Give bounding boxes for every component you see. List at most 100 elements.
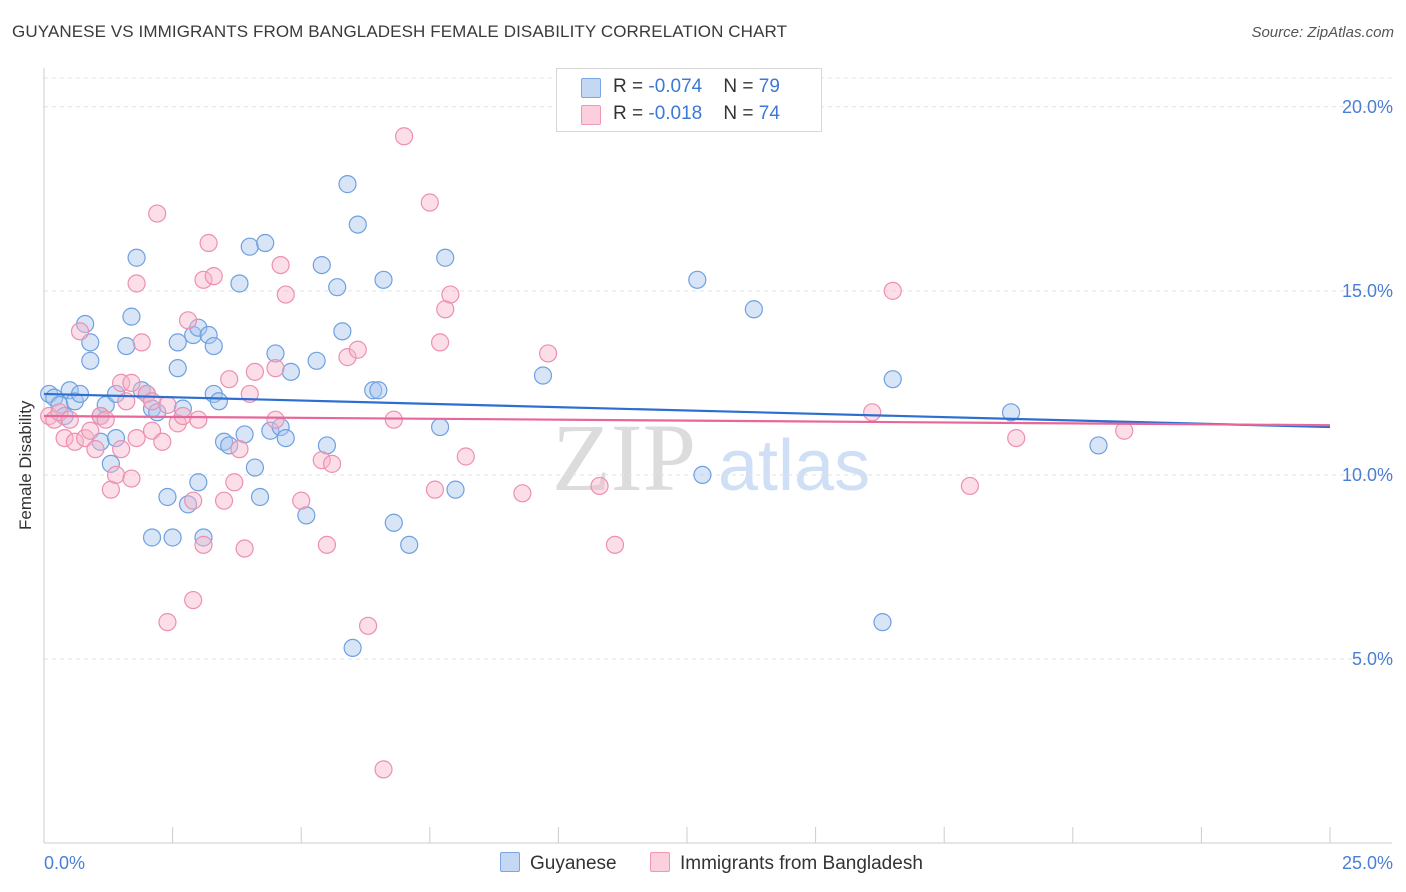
bangladesh-point — [863, 403, 882, 422]
guyanese-point — [281, 362, 301, 381]
bangladesh-point — [394, 127, 414, 146]
guyanese-point — [158, 487, 177, 507]
guyanese-point — [446, 480, 465, 499]
guyanese-point — [230, 274, 249, 293]
bangladesh-point — [374, 760, 393, 779]
bangladesh-point — [348, 340, 367, 359]
guyanese-point — [338, 175, 357, 194]
legend-r-label: R = — [613, 103, 649, 124]
bottom-legend-swatch-guyanese — [500, 852, 520, 872]
bangladesh-point — [358, 616, 378, 635]
guyanese-point — [168, 333, 187, 352]
legend-r-label: R = — [613, 76, 649, 97]
bangladesh-point — [220, 370, 239, 389]
bangladesh-point — [106, 465, 126, 485]
trend-lines — [43, 392, 1331, 429]
bangladesh-point — [605, 535, 625, 554]
guyanese-point — [276, 428, 295, 448]
guyanese-point — [1089, 436, 1108, 455]
watermark-zip: ZIP — [552, 404, 696, 511]
bangladesh-point — [513, 484, 532, 503]
guyanese-point — [256, 233, 275, 253]
guyanese-point — [384, 513, 403, 532]
bottom-legend-label-bangladesh: Immigrants from Bangladesh — [680, 853, 923, 874]
bangladesh-trend-line — [43, 414, 1331, 427]
y-tick-label: 5.0% — [1352, 649, 1393, 669]
bangladesh-point — [317, 535, 337, 554]
bangladesh-point — [338, 348, 357, 367]
bangladesh-point — [158, 395, 177, 415]
bangladesh-point — [184, 491, 203, 510]
bangladesh-point — [142, 392, 162, 411]
bangladesh-point — [194, 270, 213, 289]
bangladesh-point — [96, 410, 115, 429]
guyanese-point — [1001, 403, 1021, 422]
bangladesh-point — [1007, 428, 1026, 448]
guyanese-point — [693, 465, 712, 485]
bangladesh-point — [235, 539, 254, 558]
correlation-legend: R = -0.074 N = 79 R = -0.018 N = 74 — [556, 68, 822, 132]
chart-title: GUYANESE VS IMMIGRANTS FROM BANGLADESH F… — [12, 22, 788, 41]
bangladesh-point — [112, 373, 131, 392]
guyanese-point — [266, 344, 285, 363]
guyanese-point — [533, 366, 553, 385]
bangladesh-point — [86, 440, 105, 459]
guyanese-point — [209, 392, 228, 411]
bangladesh-point — [245, 362, 265, 381]
y-axis-label: Female Disability — [16, 400, 35, 530]
guyanese-point — [348, 215, 367, 234]
guyanese-point — [194, 528, 213, 547]
guyanese-point — [369, 381, 388, 400]
guyanese-point — [374, 270, 393, 289]
bangladesh-point — [81, 421, 100, 440]
y-tick-label: 15.0% — [1342, 281, 1393, 301]
guyanese-point — [199, 325, 218, 345]
guyanese-point — [883, 370, 902, 389]
legend-swatch-guyanese — [581, 78, 601, 98]
guyanese-point — [245, 458, 265, 477]
y-tick-label: 20.0% — [1342, 97, 1393, 117]
bangladesh-point — [276, 285, 295, 304]
legend-n-value: 79 — [758, 76, 780, 97]
guyanese-point — [189, 473, 208, 492]
guyanese-point — [142, 528, 162, 547]
bangladesh-point — [883, 281, 902, 300]
bangladesh-point — [266, 359, 285, 378]
guyanese-point — [873, 613, 892, 632]
legend-n-value: 74 — [758, 103, 780, 124]
bangladesh-point — [266, 410, 285, 429]
bangladesh-point — [425, 480, 445, 499]
bottom-legend-bangladesh: Immigrants from Bangladesh — [650, 852, 923, 875]
guyanese-point — [101, 454, 120, 473]
bangladesh-point — [127, 428, 146, 448]
x-tick-label: 0.0% — [44, 853, 85, 873]
bangladesh-point — [70, 322, 90, 341]
guyanese-point — [127, 248, 146, 267]
bangladesh-point — [960, 476, 980, 496]
bottom-legend-label-guyanese: Guyanese — [530, 853, 617, 874]
guyanese-point — [400, 535, 419, 554]
legend-n-label: N = — [723, 103, 759, 124]
guyanese-point — [333, 322, 352, 341]
legend-r-value: -0.074 — [648, 76, 703, 97]
guyanese-point — [163, 528, 182, 547]
guyanese-point — [364, 381, 383, 400]
bangladesh-point — [127, 274, 146, 293]
bangladesh-point — [384, 410, 403, 429]
bangladesh-point — [312, 451, 331, 470]
watermark-atlas: atlas — [718, 426, 870, 506]
y-tick-label: 10.0% — [1342, 465, 1393, 485]
gridlines — [44, 77, 1392, 660]
bangladesh-point — [225, 473, 244, 492]
bangladesh-point — [214, 491, 234, 510]
guyanese-point — [343, 638, 362, 658]
guyanese-point — [117, 336, 136, 356]
bangladesh-point — [430, 333, 450, 352]
bangladesh-point — [230, 440, 249, 459]
guyanese-point — [261, 421, 280, 440]
bangladesh-point — [199, 233, 218, 253]
tick-labels: 5.0% 10.0% 15.0% 20.0% 0.0% 25.0% — [44, 97, 1393, 873]
data-points — [40, 127, 1134, 779]
guyanese-point — [312, 255, 331, 275]
